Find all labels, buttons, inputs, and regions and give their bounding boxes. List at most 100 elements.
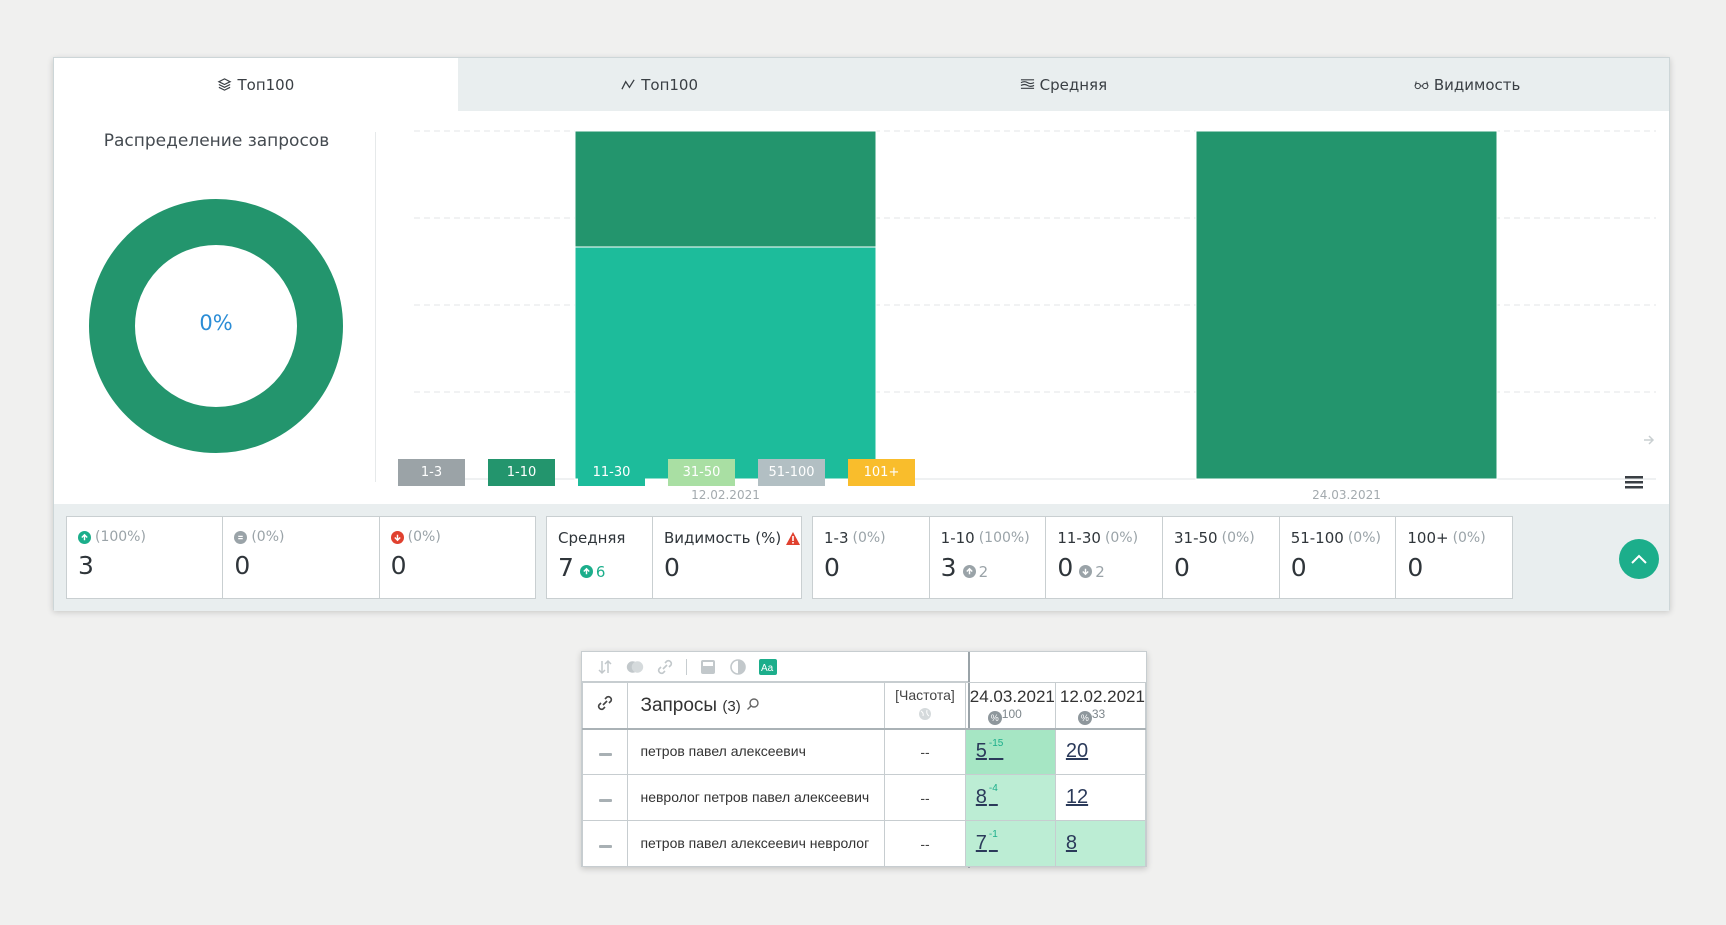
range-cell: 100+ (0%) 0 — [1396, 517, 1512, 598]
tab-average[interactable]: Средняя — [862, 58, 1266, 111]
link-column-header[interactable] — [581, 682, 629, 730]
frequency-column-header[interactable]: [Частота] — [884, 682, 966, 730]
legend-item[interactable]: 11-30 — [578, 459, 645, 486]
queries-table: Запросы (3) [Частота] 24.03.2021% 100 12.… — [581, 682, 1147, 867]
row-link-cell[interactable] — [581, 728, 629, 775]
range-label: 1-3 — [824, 529, 849, 547]
position-link[interactable]: 20 — [1065, 740, 1089, 763]
position-link[interactable]: 5 -15 — [975, 737, 1004, 763]
table-row: петров павел алексеевич невролог -- 7 -1 … — [581, 820, 1147, 867]
average-delta: 6 — [595, 562, 606, 581]
tab-bar: Топ100 Топ100 Средняя Видимость — [54, 58, 1669, 111]
sort-icon[interactable] — [596, 658, 614, 676]
legend-item[interactable]: 101+ — [848, 459, 915, 486]
globe-icon — [918, 708, 931, 720]
improved-pct: (100%) — [95, 529, 146, 545]
range-pct: (0%) — [852, 530, 886, 546]
range-value: 0 — [1290, 553, 1307, 582]
query-text: невролог петров павел алексеевич — [627, 774, 886, 821]
warning-icon[interactable] — [785, 531, 801, 546]
ranges-box: 1-3 (0%) 0 1-10 (100%) 3 2 11-30 (0%) 0 2 31-50 (0%)… — [812, 516, 1513, 599]
position-cell: 7 -1 — [964, 820, 1056, 867]
position-delta: -15 — [988, 737, 1004, 749]
position-cell: 8 -4 — [964, 774, 1056, 821]
scroll-right-arrow-icon[interactable] — [1643, 434, 1655, 446]
layers-icon — [217, 78, 232, 91]
position-delta: -1 — [988, 829, 998, 841]
line-chart-icon — [621, 79, 635, 90]
range-cell: 1-3 (0%) 0 — [813, 517, 930, 598]
range-label: 31-50 — [1174, 529, 1218, 547]
position-link[interactable]: 8 — [1065, 832, 1077, 854]
bar-segment-1-10[interactable] — [1195, 130, 1498, 480]
position-cell: 20 — [1054, 728, 1147, 775]
toggle-icon[interactable] — [626, 658, 644, 676]
queries-column-header[interactable]: Запросы (3) — [627, 682, 886, 730]
position-value: 7 — [975, 832, 987, 854]
range-cell: 31-50 (0%) 0 — [1163, 517, 1280, 598]
position-link[interactable]: 12 — [1065, 786, 1089, 808]
visibility-label: Видимость (%) — [664, 529, 782, 547]
font-case-icon[interactable]: Aa — [759, 658, 777, 676]
equal-icon — [234, 530, 248, 544]
queries-count: (3) — [722, 698, 741, 716]
row-link-cell[interactable] — [581, 820, 629, 867]
range-pct: (0%) — [1452, 530, 1486, 546]
bar-segment-11-30[interactable] — [574, 246, 877, 480]
range-pct: (0%) — [1221, 530, 1255, 546]
no-link-dash-icon — [598, 798, 612, 802]
range-cell: 11-30 (0%) 0 2 — [1046, 517, 1164, 598]
range-delta: 2 — [978, 562, 989, 581]
collapse-button[interactable] — [1619, 539, 1659, 579]
table-toolbar: Aa — [582, 652, 969, 682]
legend-item[interactable]: 1-10 — [488, 459, 555, 486]
queries-table-card: Aa Запросы (3) [Частота] 24.03.2021% 100 … — [581, 651, 1147, 868]
improved-cell: (100%) 3 — [67, 517, 224, 598]
x-tick-label: 12.02.2021 — [691, 488, 760, 502]
tab-top100-layers[interactable]: Топ100 — [54, 58, 458, 111]
chart-menu-icon[interactable] — [1623, 473, 1645, 491]
tab-label: Видимость — [1433, 75, 1521, 94]
date-label: 24.03.2021 — [969, 687, 1055, 706]
contrast-icon[interactable] — [729, 658, 747, 676]
table-header-row: Запросы (3) [Частота] 24.03.2021% 100 12.… — [581, 682, 1147, 730]
legend-item[interactable]: 1-3 — [398, 459, 465, 486]
tab-visibility[interactable]: Видимость — [1265, 58, 1669, 111]
query-text: петров павел алексеевич невролог — [627, 820, 886, 867]
range-value: 0 — [1057, 553, 1074, 582]
link-icon[interactable] — [656, 658, 674, 676]
position-value: 8 — [975, 786, 987, 808]
position-link[interactable]: 7 -1 — [975, 829, 998, 854]
row-link-cell[interactable] — [581, 774, 629, 821]
frequency-label: [Частота] — [895, 687, 955, 703]
date-column-header-2[interactable]: 12.02.2021% 33 — [1054, 682, 1147, 730]
arrow-down-icon — [390, 530, 404, 544]
average-value: 7 — [558, 553, 574, 582]
range-pct: (0%) — [1347, 530, 1381, 546]
position-link[interactable]: 8 -4 — [975, 783, 998, 808]
range-value: 0 — [1407, 553, 1424, 582]
tab-top100-line[interactable]: Топ100 — [458, 58, 862, 111]
query-text: петров павел алексеевич — [627, 728, 886, 775]
range-value: 0 — [1174, 553, 1190, 582]
stats-strip: (100%) 3 (0%) 0 (0%) 0 Средняя 7 6 Видимо… — [54, 504, 1669, 611]
no-link-dash-icon — [598, 752, 612, 756]
range-label: 51-100 — [1290, 529, 1344, 547]
arrow-up-icon — [78, 530, 91, 544]
average-cell: Средняя 7 6 — [547, 517, 653, 598]
distribution-title: Распределение запросов — [103, 131, 330, 151]
calculator-icon[interactable] — [699, 658, 717, 676]
average-icon — [1020, 79, 1034, 89]
queries-label: Запросы — [640, 695, 718, 717]
legend-item[interactable]: 31-50 — [668, 459, 735, 486]
legend-item[interactable]: 51-100 — [758, 459, 825, 486]
improved-value: 3 — [78, 551, 94, 580]
toolbar-separator — [686, 658, 687, 675]
search-icon[interactable] — [746, 697, 760, 711]
range-label: 11-30 — [1057, 529, 1101, 547]
date-badge-value: 100 — [1001, 707, 1022, 721]
date-column-header-1[interactable]: 24.03.2021% 100 — [964, 682, 1056, 730]
position-value: 5 — [975, 740, 987, 763]
donut-ring — [89, 199, 343, 453]
bar-segment-1-10[interactable] — [574, 130, 877, 248]
